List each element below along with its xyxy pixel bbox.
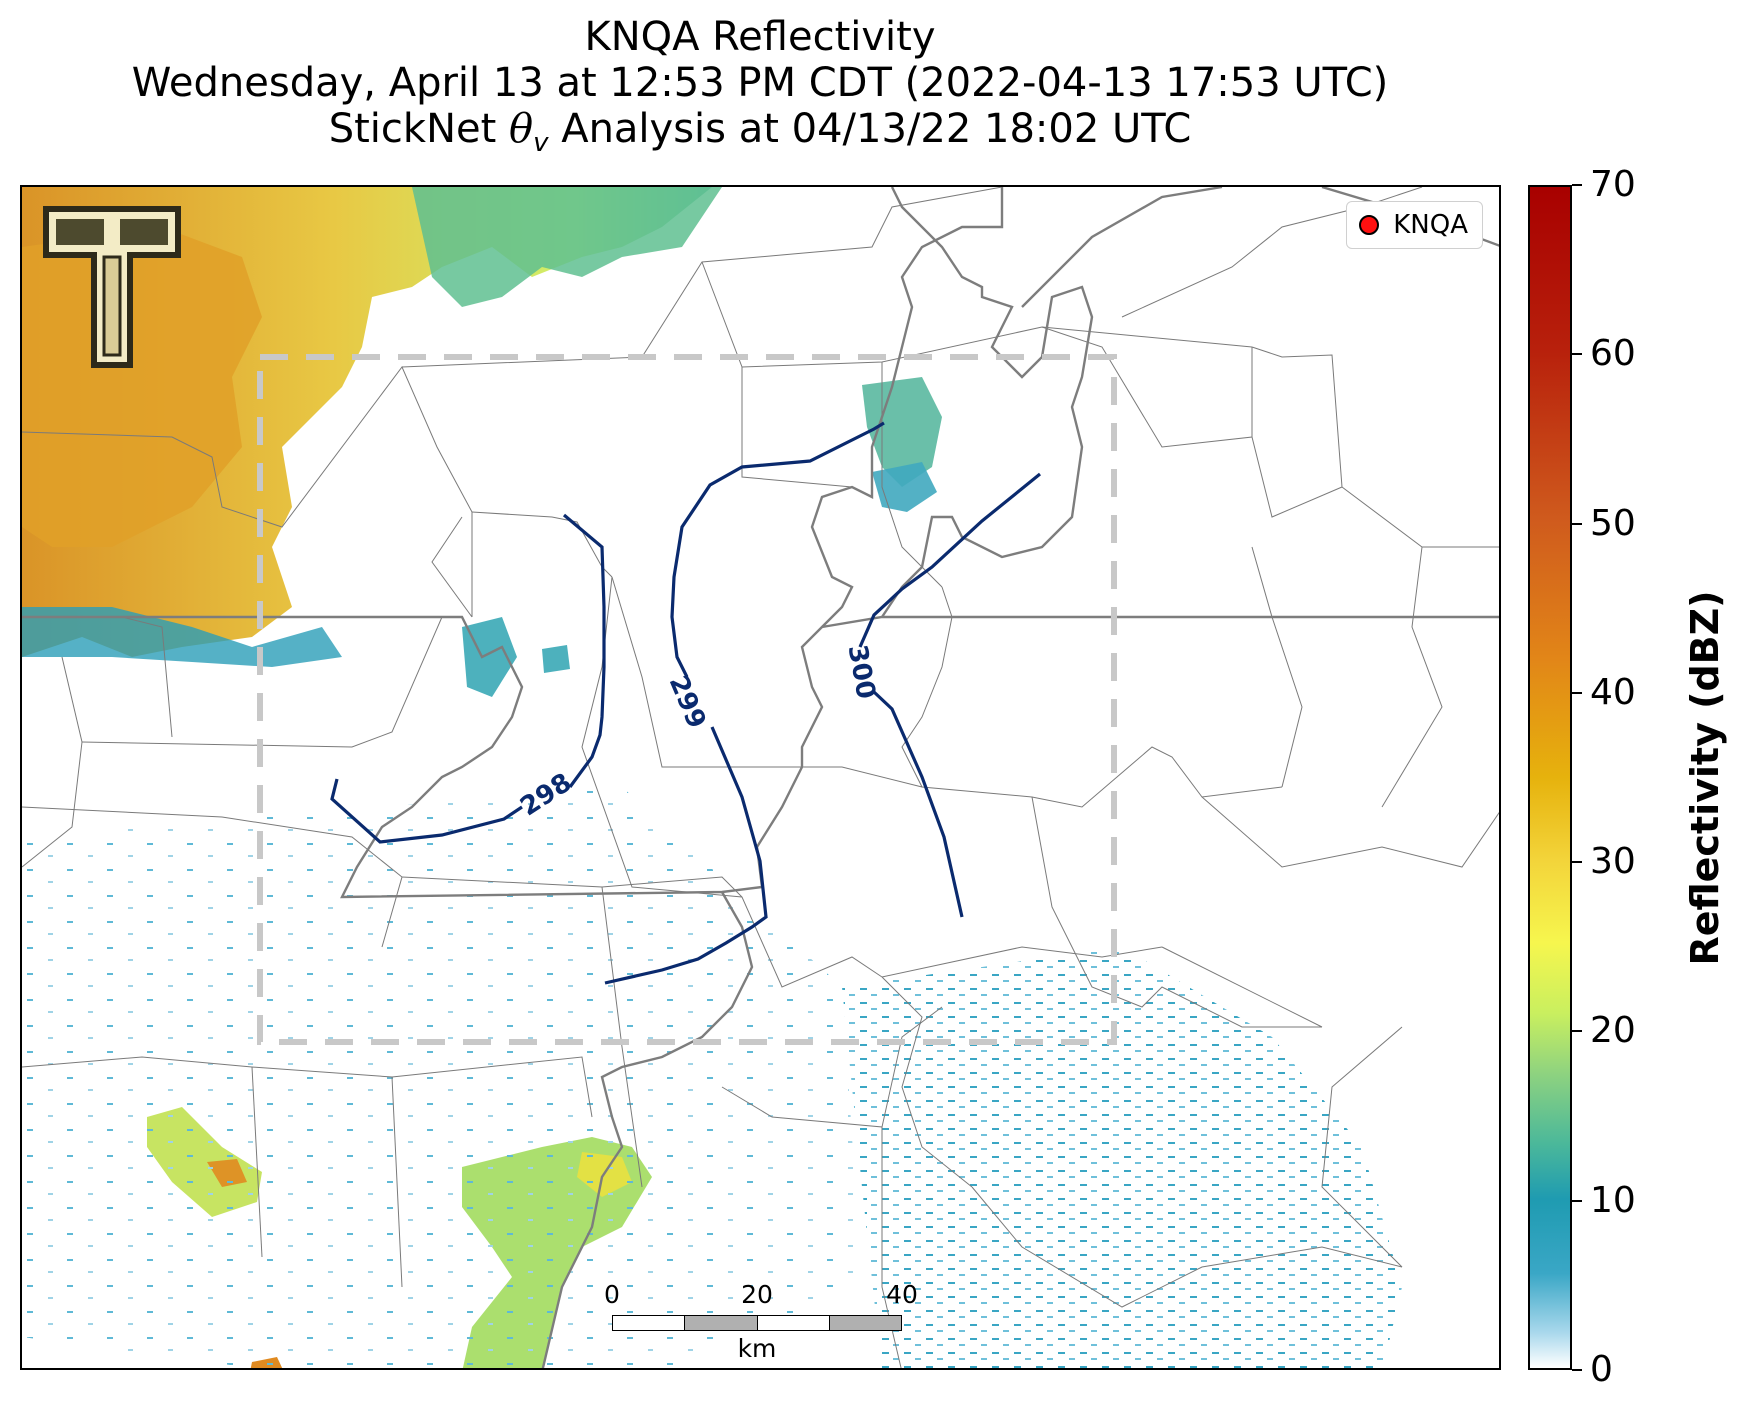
theta-subscript: v [533,128,549,158]
theta-symbol: θ [509,106,534,152]
analysis-domain-box [257,354,1117,1045]
scale-segment [613,1316,685,1330]
colorbar-tick-mark [1572,353,1582,356]
colorbar-tick-mark [1572,861,1582,864]
title-line-3-suffix: Analysis at 04/13/22 18:02 UTC [548,106,1192,152]
map-canvas [22,187,1499,1368]
radar-map[interactable]: 298 299 300 KNQA 0 20 40 km [20,185,1501,1370]
title-line-2: Wednesday, April 13 at 12:53 PM CDT (202… [131,60,1389,106]
reflectivity-colorbar [1528,185,1572,1370]
scale-tick-40: 40 [886,1280,918,1309]
colorbar-tick-mark [1572,1369,1582,1371]
contour-300 [858,472,1042,918]
colorbar-tick-label: 10 [1590,1179,1636,1221]
colorbar-tick-label: 30 [1590,841,1636,883]
map-legend: KNQA [1346,201,1483,249]
scale-segment [684,1316,757,1330]
title-line-3: StickNet θv Analysis at 04/13/22 18:02 U… [0,106,1520,166]
contour-299 [604,421,885,985]
title-line-3-prefix: StickNet [328,106,509,152]
colorbar-tick-mark [1572,184,1582,186]
knqa-marker-icon [1359,215,1380,235]
colorbar-tick-label: 20 [1590,1010,1636,1052]
colorbar-tick-mark [1572,522,1582,525]
scale-bar: 0 20 40 km [604,1280,918,1368]
county-lines [22,187,1499,1368]
reflectivity-band-north [412,187,722,307]
scale-tick-20: 20 [741,1280,773,1309]
colorbar-tick-label: 60 [1590,333,1636,375]
reflectivity-cell-ne2 [872,462,937,512]
colorbar-tick-label: 0 [1590,1349,1613,1390]
theta-v-contours [330,421,1042,985]
scale-segment [756,1316,829,1330]
colorbar-tick-label: 50 [1590,502,1636,544]
legend-label: KNQA [1393,210,1468,240]
map-title: KNQA Reflectivity Wednesday, April 13 at… [0,14,1520,166]
reflectivity-scatter-se [842,947,1402,1368]
reflectivity-cell-center2 [542,645,570,673]
colorbar-tick-label: 40 [1590,671,1636,713]
colorbar-tick-label: 70 [1590,164,1636,205]
contour-298 [330,513,606,844]
reflectivity-scatter-sw [22,787,862,1368]
colorbar-tick-mark [1572,1030,1582,1033]
scale-unit: km [737,1334,777,1363]
colorbar-tick-mark [1572,1199,1582,1202]
scale-tick-0: 0 [604,1280,620,1309]
reflectivity-cell-center [462,617,517,697]
scale-bar-segments [612,1315,902,1331]
colorbar-title: Reflectivity (dBZ) [1683,590,1727,966]
state-boundaries [22,187,1499,1368]
reflectivity-core-northwest [22,227,262,547]
colorbar-tick-mark [1572,691,1582,694]
scale-segment [828,1316,901,1330]
title-line-1: KNQA Reflectivity [584,14,936,60]
